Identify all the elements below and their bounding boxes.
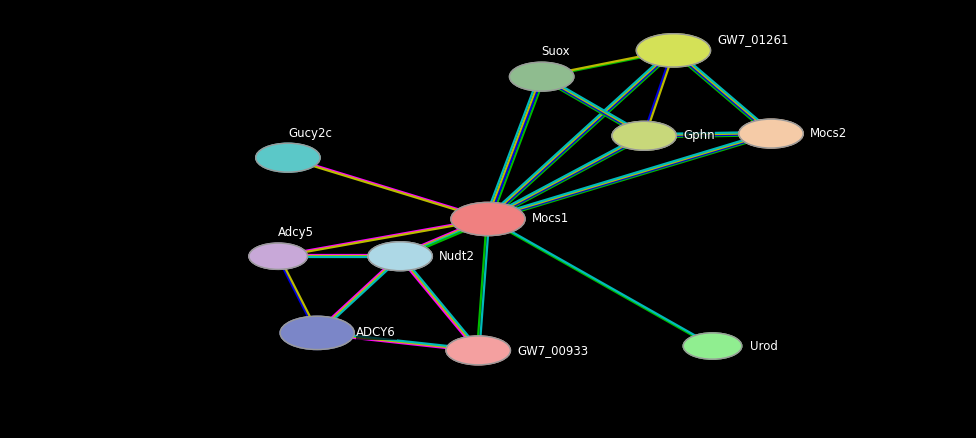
Circle shape bbox=[612, 121, 676, 150]
Text: Mocs1: Mocs1 bbox=[532, 212, 569, 226]
Circle shape bbox=[683, 333, 742, 359]
Circle shape bbox=[451, 202, 525, 236]
Text: GW7_00933: GW7_00933 bbox=[517, 344, 589, 357]
Circle shape bbox=[739, 119, 803, 148]
Text: Adcy5: Adcy5 bbox=[278, 226, 314, 239]
Circle shape bbox=[280, 316, 354, 350]
Text: Gucy2c: Gucy2c bbox=[288, 127, 332, 140]
Text: Mocs2: Mocs2 bbox=[810, 127, 847, 140]
Circle shape bbox=[509, 62, 574, 91]
Text: Suox: Suox bbox=[542, 45, 570, 58]
Circle shape bbox=[249, 243, 307, 269]
Circle shape bbox=[446, 336, 510, 365]
Text: Urod: Urod bbox=[750, 339, 778, 353]
Circle shape bbox=[256, 143, 320, 172]
Circle shape bbox=[636, 34, 711, 67]
Text: Nudt2: Nudt2 bbox=[439, 250, 475, 263]
Text: GW7_01261: GW7_01261 bbox=[717, 33, 789, 46]
Circle shape bbox=[368, 242, 432, 271]
Text: ADCY6: ADCY6 bbox=[356, 326, 396, 339]
Text: Gphn: Gphn bbox=[683, 129, 714, 142]
